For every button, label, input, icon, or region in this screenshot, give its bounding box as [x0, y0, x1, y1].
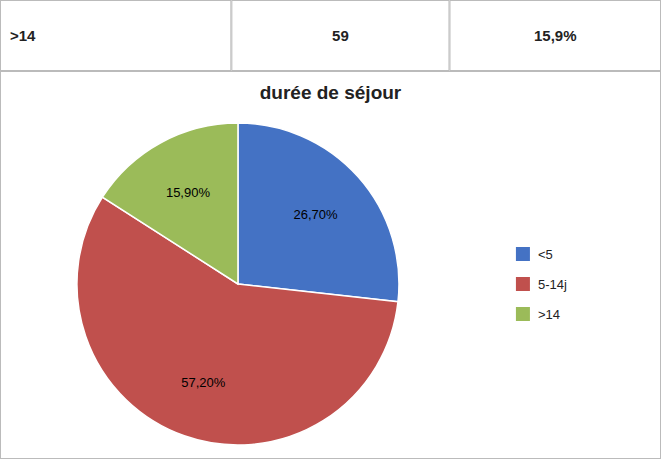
legend-swatch [516, 247, 530, 261]
table-cell [450, 1, 661, 71]
data-label: 57,20% [181, 375, 226, 390]
data-label: 15,90% [166, 185, 211, 200]
legend-label: 5-14j [538, 277, 567, 292]
table-text: 15,9% [534, 27, 577, 44]
legend-label: <5 [538, 247, 553, 262]
legend-swatch [516, 307, 530, 321]
pie [77, 123, 399, 445]
chart-frame [1, 72, 661, 459]
table-text: >14 [10, 27, 36, 44]
chart: >14 59 15,9% durée de séjour 26,70% 57,20% 15,… [0, 0, 661, 459]
legend-label: >14 [538, 307, 560, 322]
data-labels: 26,70% 57,20% 15,90% [166, 185, 338, 390]
legend-swatch [516, 277, 530, 291]
table-cell [1, 1, 231, 71]
table-text: 59 [332, 27, 349, 44]
pie-slice [238, 123, 399, 302]
table-cell [232, 1, 449, 71]
legend: <5 5-14j >14 [516, 247, 567, 322]
pie-slice [102, 123, 238, 284]
title: durée de séjour [260, 82, 402, 103]
table-row: >14 59 15,9% [1, 1, 661, 71]
data-label: 26,70% [294, 207, 339, 222]
